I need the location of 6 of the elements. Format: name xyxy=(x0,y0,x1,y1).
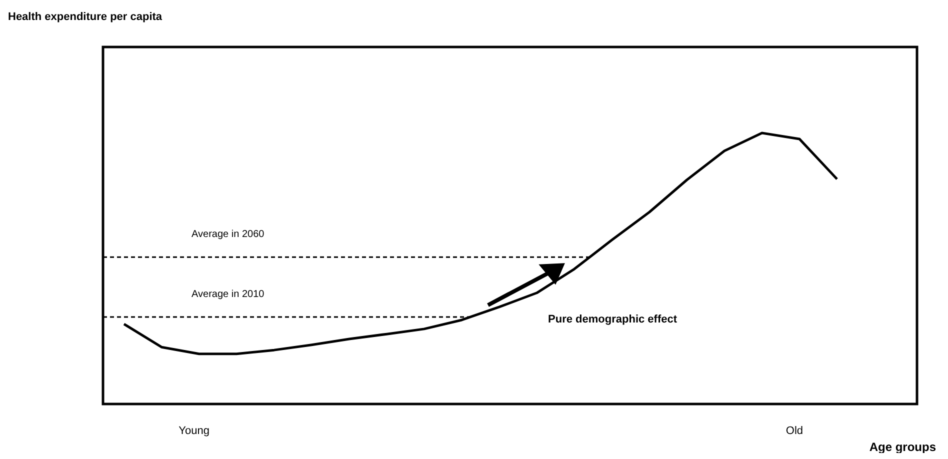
annotation: Pure demographic effect xyxy=(548,314,678,326)
x-tick-label: Young xyxy=(178,425,210,437)
ref-line-label: Average in 2060 xyxy=(192,229,265,240)
x-tick-label: Old xyxy=(786,425,804,437)
chart-title: Health expenditure per capita xyxy=(8,11,163,23)
ref-line-label: Average in 2010 xyxy=(192,289,265,300)
